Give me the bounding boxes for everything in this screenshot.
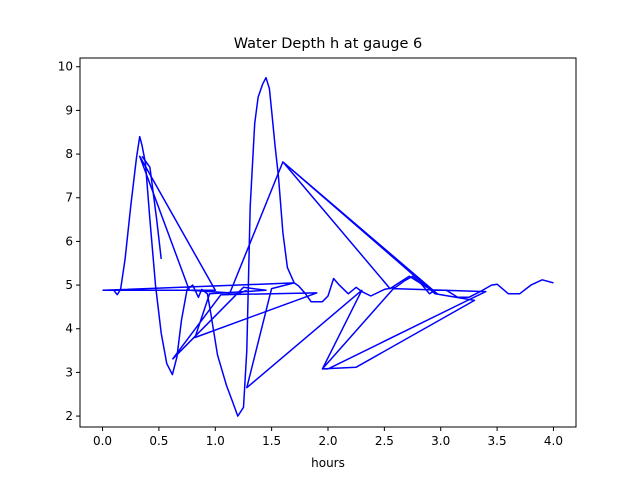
x-tick-label: 2.5	[375, 434, 394, 448]
y-tick-label: 10	[58, 60, 73, 74]
y-tick-label: 3	[65, 365, 73, 379]
axes-frame	[79, 57, 577, 428]
x-axis-label: hours	[311, 456, 345, 470]
series-line-5	[220, 289, 248, 296]
x-tick-label: 0.0	[93, 434, 112, 448]
x-tick-label: 0.5	[149, 434, 168, 448]
series-line-4	[141, 155, 162, 259]
y-tick-label: 9	[65, 103, 73, 117]
x-tick-label: 1.0	[206, 434, 225, 448]
x-tick-label: 3.5	[488, 434, 507, 448]
x-tick-label: 4.0	[544, 434, 563, 448]
y-tick-label: 5	[65, 278, 73, 292]
y-tick-label: 2	[65, 409, 73, 423]
x-tick-label: 1.5	[262, 434, 281, 448]
x-tick-label: 2.0	[318, 434, 337, 448]
plot-area	[102, 76, 554, 417]
y-tick-label: 8	[65, 147, 73, 161]
x-axis-ticks: 0.0 0.5 1.0 1.5 2.0 2.5 3.0 3.5 4.0	[93, 427, 563, 448]
y-axis-ticks: 2 3 4 5 6 7 8 9 10	[58, 60, 80, 423]
x-tick-label: 3.0	[431, 434, 450, 448]
y-tick-label: 7	[65, 191, 73, 205]
chart-title: Water Depth h at gauge 6	[234, 36, 422, 52]
y-tick-label: 6	[65, 234, 73, 248]
y-tick-label: 4	[65, 322, 73, 336]
